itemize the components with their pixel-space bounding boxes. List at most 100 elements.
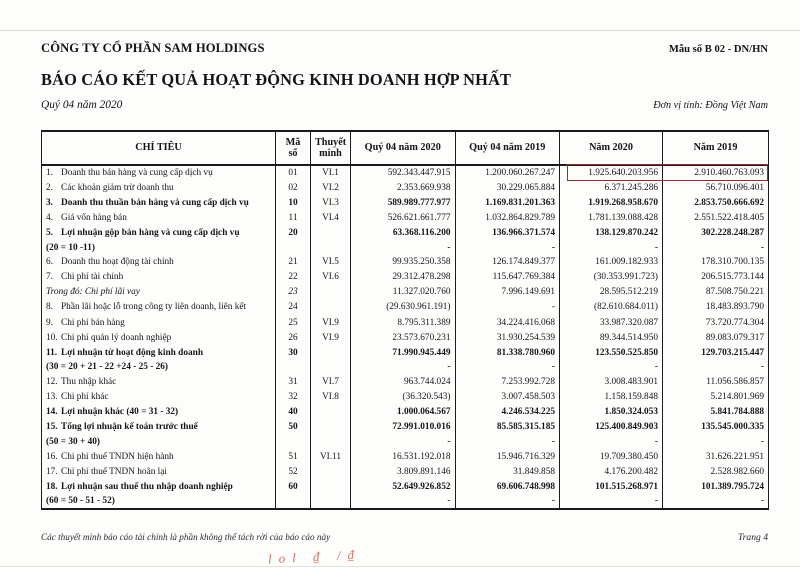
cell-q4-2020: 592.343.447.915: [350, 165, 456, 181]
row-code: [275, 360, 311, 375]
row-code: 60: [275, 479, 311, 495]
cell-q4-2019: 31.849.858: [454, 464, 560, 480]
company-name: CÔNG TY CỔ PHẦN SAM HOLDINGS: [41, 41, 265, 55]
col-header-indicator: CHỈ TIÊU: [41, 130, 276, 166]
row-label: 2. Các khoản giảm trừ doanh thu: [41, 180, 276, 196]
cell-year-2019: 101.389.795.724: [662, 479, 769, 495]
row-number: 4.: [46, 212, 53, 223]
row-note: VI.3: [310, 195, 351, 211]
cell-q4-2019: 7.253.992.728: [454, 374, 560, 390]
cell-q4-2020: 23.573.670.231: [350, 330, 456, 346]
row-code: [275, 240, 311, 255]
cell-year-2020: 161.009.182.933: [559, 254, 663, 270]
cell-year-2020: -: [559, 240, 663, 255]
cell-q4-2020: 2.353.669.938: [350, 180, 456, 196]
row-note: [310, 240, 351, 255]
row-number: 9.: [46, 317, 53, 328]
cell-q4-2019: 1.032.864.829.789: [454, 210, 560, 226]
row-label: 12. Thu nhập khác: [41, 374, 276, 390]
row-code: 20: [275, 225, 311, 241]
cell-q4-2020: 1.000.064.567: [350, 404, 456, 420]
cell-q4-2019: 34.224.416.068: [454, 315, 560, 331]
row-label: 13. Chi phí khác: [41, 389, 276, 405]
cell-year-2019: 2.551.522.418.405: [662, 210, 769, 226]
row-number: 17.: [46, 466, 58, 477]
cell-q4-2019: 7.996.149.691: [454, 284, 560, 300]
cell-year-2020: 6.371.245.286: [559, 180, 663, 196]
cell-q4-2019: 1.200.060.267.247: [454, 165, 560, 181]
cell-year-2019: 5.841.784.888: [662, 404, 769, 420]
row-code: 31: [275, 374, 311, 390]
row-code: 50: [275, 419, 311, 435]
cell-year-2019: 2.910.460.763.093: [662, 165, 769, 181]
row-label: 4. Giá vốn hàng bán: [41, 210, 276, 226]
row-label: (20 = 10 -11): [41, 240, 276, 255]
row-note: [310, 225, 351, 241]
row-number: 12.: [46, 377, 58, 388]
row-code: 01: [275, 165, 311, 181]
cell-year-2020: 1.925.640.203.956: [559, 165, 663, 181]
col-header-note: Thuyết minh: [310, 130, 351, 166]
table-row: 6. Doanh thu hoạt động tài chính 21 VI.5 99.…: [41, 254, 769, 270]
cell-q4-2019: -: [454, 360, 560, 375]
top-rule: [0, 30, 800, 31]
row-label: 5. Lợi nhuận gộp bán hàng và cung cấp dịc…: [41, 225, 276, 241]
row-number: 11.: [46, 347, 58, 358]
row-label: 6. Doanh thu hoạt động tài chính: [41, 254, 276, 270]
cell-year-2019: 56.710.096.401: [662, 180, 769, 196]
row-note: [310, 360, 351, 375]
cell-year-2019: -: [662, 360, 769, 375]
row-label-text: Tổng lợi nhuận kế toán trước thuế: [61, 422, 198, 433]
form-number: Mẫu số B 02 - DN/HN: [668, 44, 768, 55]
row-note: [310, 345, 351, 361]
cell-q4-2020: 63.368.116.200: [350, 225, 456, 241]
row-label-text: Lợi nhuận gộp bán hàng và cung cấp dịch …: [61, 227, 240, 238]
cell-q4-2019: 3.007.458.503: [454, 389, 560, 405]
cell-q4-2020: 99.935.250.358: [350, 254, 456, 270]
table-row: 13. Chi phí khác 32 VI.8 (36.320.543) 3.007.4…: [41, 389, 769, 405]
row-note: VI.9: [310, 315, 351, 331]
col-header-note-line1: Thuyết: [315, 136, 347, 148]
row-label-text: Doanh thu hoạt động tài chính: [61, 257, 174, 268]
cell-year-2020: 1.919.268.958.670: [559, 195, 663, 211]
row-number: 2.: [46, 182, 53, 193]
col-header-q4-2020: Quý 04 năm 2020: [350, 130, 456, 166]
row-label: Trong đó: Chi phí lãi vay: [41, 284, 276, 300]
row-number: 18.: [46, 481, 58, 492]
row-label: 7. Chi phí tài chính: [41, 269, 276, 285]
cell-year-2019: 206.515.773.144: [662, 269, 769, 285]
row-note: VI.8: [310, 389, 351, 405]
row-label-text: Giá vốn hàng bán: [61, 212, 127, 223]
cell-year-2020: 19.709.380.450: [559, 449, 663, 465]
cell-q4-2019: -: [454, 494, 560, 510]
cell-q4-2019: 4.246.534.225: [454, 404, 560, 420]
row-code: 10: [275, 195, 311, 211]
row-code: 52: [275, 464, 311, 480]
cell-year-2019: -: [662, 494, 769, 510]
cell-q4-2020: -: [350, 494, 456, 510]
row-label-text: Thu nhập khác: [61, 377, 117, 388]
cell-year-2020: 1.850.324.053: [559, 404, 663, 420]
cell-q4-2019: -: [454, 240, 560, 255]
cell-year-2020: 1.781.139.088.428: [559, 210, 663, 226]
reporting-period: Quý 04 năm 2020: [41, 99, 123, 111]
cell-q4-2019: 115.647.769.384: [454, 269, 560, 285]
row-label: (50 = 30 + 40): [41, 434, 276, 450]
cell-year-2020: 125.400.849.903: [559, 419, 663, 435]
cell-year-2019: 11.056.586.857: [662, 374, 769, 390]
table-subformula-row: (60 = 50 - 51 - 52) - - - -: [41, 494, 769, 510]
table-row: 3. Doanh thu thuần bán hàng và cung cấp d…: [41, 195, 769, 211]
row-note: [310, 479, 351, 495]
cell-q4-2020: 71.990.945.449: [350, 345, 456, 361]
table-row: 9. Chi phí bán hàng 25 VI.9 8.795.311.389 34.…: [41, 315, 769, 331]
row-note: [310, 419, 351, 435]
cell-q4-2020: 29.312.478.298: [350, 269, 456, 285]
document-header: CÔNG TY CỔ PHẦN SAM HOLDINGS Mẫu số B 02…: [41, 41, 768, 56]
row-number: 5.: [46, 227, 53, 238]
cell-q4-2020: 963.744.024: [350, 374, 456, 390]
cell-year-2020: 4.176.200.482: [559, 464, 663, 480]
table-row: 18. Lợi nhuận sau thuế thu nhập doanh ngh…: [41, 479, 769, 495]
cell-q4-2020: (29.630.961.191): [350, 299, 456, 316]
row-note: [310, 464, 351, 480]
